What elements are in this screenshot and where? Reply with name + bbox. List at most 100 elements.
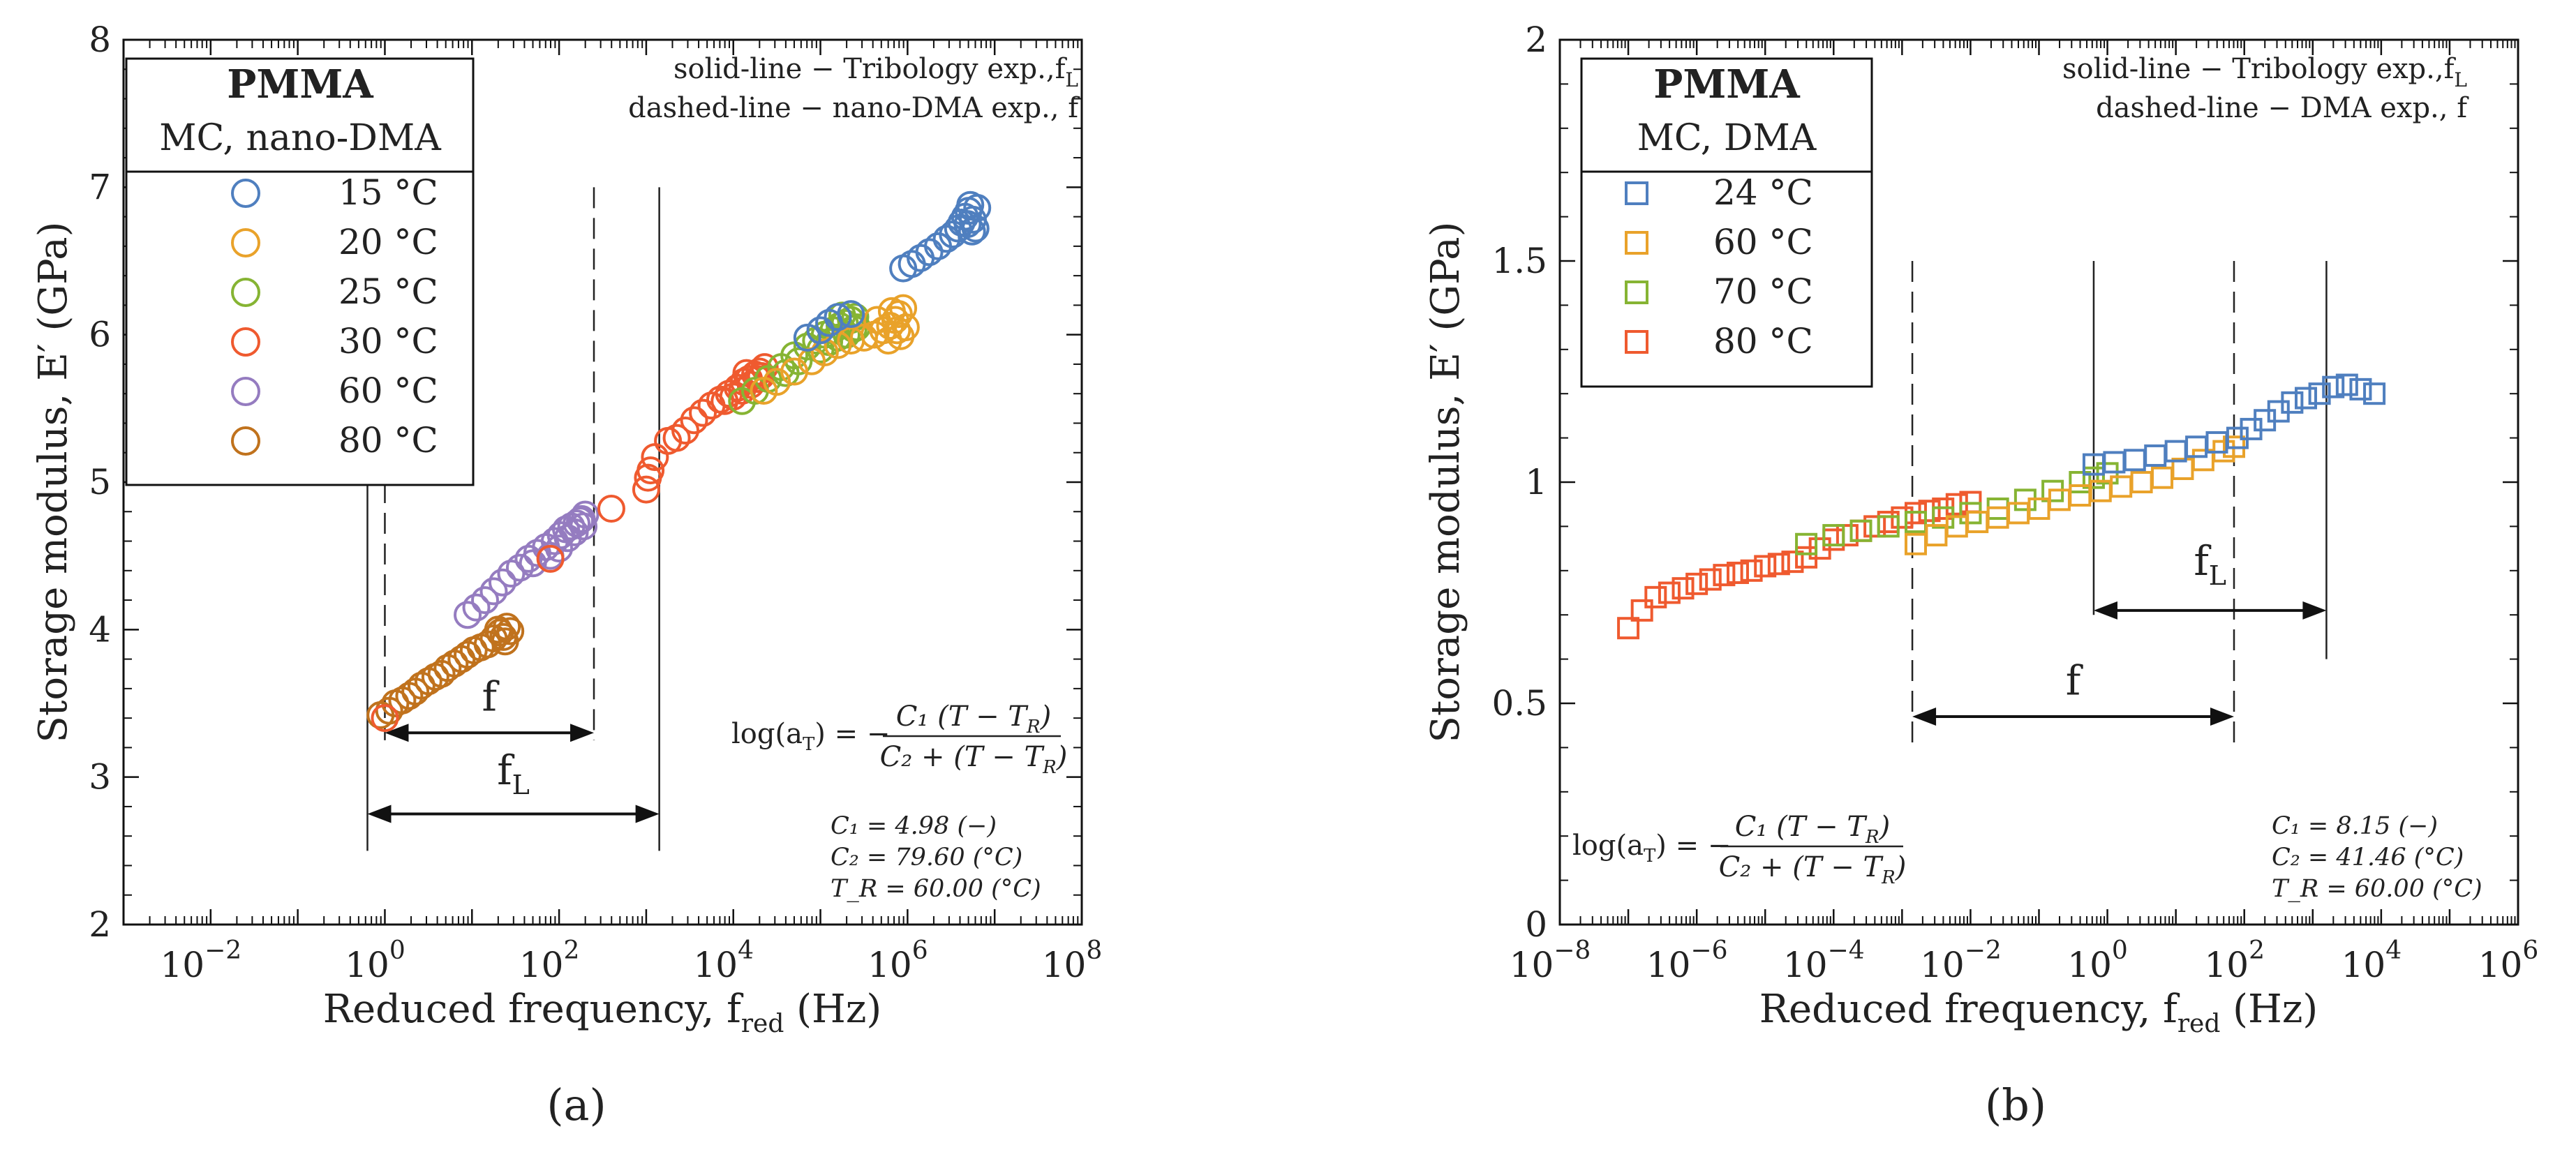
data-point: [636, 456, 665, 485]
legend-a-entries: 15 °C 20 °C 25 °C 30 °C 60 °C 80 °C: [231, 172, 438, 461]
x-tick-label: 102: [2204, 936, 2265, 985]
data-point: [877, 297, 906, 325]
data-point: [462, 593, 491, 622]
data-point: [470, 586, 499, 615]
legend-label: 80 °C: [1713, 321, 1813, 361]
data-point: [1863, 515, 1886, 538]
data-point: [1822, 524, 1845, 547]
data-point: [671, 417, 700, 445]
y-tick-label: 1.5: [1491, 241, 1547, 281]
range-arrow-label: fL: [2194, 537, 2226, 591]
data-point: [488, 568, 516, 597]
caption-b: (b): [1985, 1079, 2046, 1130]
data-point: [806, 316, 835, 345]
data-point: [1658, 581, 1681, 604]
caption-a: (a): [546, 1079, 606, 1130]
legend-label: 80 °C: [338, 420, 438, 461]
equation-b-numerator: C₁ (T − TR): [1735, 811, 1890, 848]
range-arrow-head: [2093, 601, 2117, 620]
y-tick-label: 2: [1525, 20, 1547, 60]
legend-a-box: [125, 57, 475, 486]
x-tick-label: 10−2: [1920, 936, 2002, 985]
equation-a: log(aT) = − C₁ (T − TR) C₂ + (T − TR): [731, 701, 1067, 778]
legend-label: 25 °C: [338, 271, 438, 312]
data-point: [519, 549, 547, 578]
data-point: [662, 424, 691, 452]
legend-label: 24 °C: [1713, 172, 1813, 213]
data-point: [2349, 377, 2372, 401]
data-point: [479, 577, 508, 606]
legend-marker: [231, 327, 260, 357]
data-point: [2185, 435, 2208, 458]
note-b-dashed: dashed-line − DMA exp., f: [2096, 92, 2469, 124]
data-point: [1849, 519, 1873, 542]
range-arrow-label: f: [2066, 657, 2083, 704]
x-tick-label: 104: [693, 936, 754, 985]
legend-marker: [1625, 330, 1648, 354]
data-point: [2151, 466, 2174, 489]
data-point: [958, 217, 986, 246]
y-tick-label: 8: [89, 20, 111, 60]
x-tick-label: 100: [345, 936, 405, 985]
data-point: [1877, 511, 1900, 534]
param-b-c1: C₁ = 8.15 (−): [2272, 812, 2438, 840]
data-point: [597, 495, 625, 523]
data-point: [1877, 515, 1900, 538]
equation-b-lhs: log(aT) = −: [1572, 830, 1731, 867]
x-tick-label: 104: [2342, 936, 2402, 985]
legend-marker: [231, 278, 260, 307]
data-point: [2363, 382, 2386, 405]
data-point: [1849, 519, 1873, 542]
data-point: [863, 306, 891, 334]
data-point: [2110, 475, 2133, 498]
legend-marker: [1625, 231, 1648, 255]
legend-marker: [231, 179, 260, 208]
note-b-solid: solid-line − Tribology exp.,fL: [2062, 53, 2467, 91]
data-point: [2294, 387, 2317, 410]
data-point: [1740, 559, 1763, 582]
y-axis-label-b: Storage modulus, E′ (GPa): [1423, 222, 1468, 743]
data-point: [1644, 585, 1667, 608]
data-point: [1904, 532, 1927, 555]
data-point: [371, 704, 399, 733]
range-arrow-head: [367, 805, 392, 823]
data-point: [793, 323, 821, 352]
data-point: [1617, 617, 1640, 640]
range-arrow-head: [385, 724, 409, 742]
data-point: [632, 475, 660, 504]
panel-a: 10−2 100 102 104 106 108 2 3 4 5 6 7 8 f fL PMMA MC, …: [31, 20, 1102, 1130]
data-point: [407, 671, 435, 700]
data-point: [1672, 577, 1695, 600]
y-tick-label: 3: [89, 757, 111, 798]
legend-b-title: PMMA: [1653, 61, 1801, 107]
data-point: [2144, 444, 2167, 467]
data-point: [2308, 382, 2331, 405]
y-tick-label: 1: [1525, 462, 1547, 502]
x-tick-label: 10−4: [1783, 936, 1865, 985]
plot-b-reference-lines: [1911, 261, 2328, 748]
x-tick-label: 10−6: [1646, 936, 1728, 985]
legend-label: 20 °C: [338, 222, 438, 262]
legend-label: 30 °C: [338, 321, 438, 361]
data-point: [680, 406, 708, 435]
range-arrow-head: [570, 724, 595, 742]
data-point: [689, 398, 717, 427]
plot-b-points: [1617, 373, 2386, 640]
range-arrow-head: [635, 805, 660, 823]
data-point: [484, 615, 512, 644]
equation-a-lhs: log(aT) = −: [731, 718, 890, 755]
plot-a-points: [366, 190, 992, 733]
y-axis-label-a: Storage modulus, E′ (GPa): [31, 222, 76, 743]
y-tick-label: 4: [89, 609, 111, 650]
y-tick-label: 0: [1525, 904, 1547, 945]
legend-marker: [231, 377, 260, 406]
data-point: [1904, 511, 1927, 534]
data-point: [536, 544, 565, 573]
panel-b: 10−8 10−6 10−4 10−2 100 102 104 106 0 0.5 1 1.5 2 fL…: [1423, 20, 2538, 1130]
data-point: [1836, 524, 1859, 547]
data-point: [891, 313, 920, 342]
data-point: [1795, 532, 1818, 555]
data-point: [1767, 553, 1790, 576]
data-point: [433, 654, 462, 682]
y-tick-label: 5: [89, 462, 111, 502]
